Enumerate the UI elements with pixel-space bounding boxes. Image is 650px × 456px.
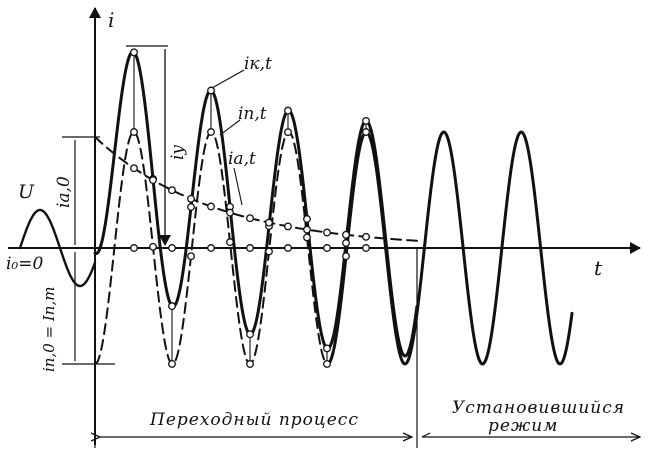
aperiodic-marker-8 — [265, 218, 273, 227]
total-current-marker-3 — [168, 302, 176, 311]
periodic-marker-10 — [303, 233, 311, 242]
aperiodic-initial-label: ia,0 — [54, 176, 74, 208]
periodic-marker-5 — [207, 128, 215, 136]
periodic-initial-label: iп,0 = Iп,m — [40, 286, 58, 372]
total-current-marker-13 — [362, 116, 370, 125]
aperiodic-marker-9 — [284, 222, 292, 231]
aperiodic-marker-12 — [342, 230, 350, 239]
total-current-marker-9 — [284, 106, 292, 115]
aperiodic-marker-4 — [187, 194, 195, 203]
aperiodic-marker-11 — [323, 228, 331, 237]
steady-caption-line2: режим — [488, 416, 559, 436]
transient-caption: Переходный процесс — [150, 410, 359, 430]
aperiodic-component-curve — [94, 136, 421, 242]
total-current-marker-7 — [246, 330, 254, 339]
steady-state-curve — [328, 130, 574, 366]
initial-current-label: i₀=0 — [6, 254, 44, 274]
periodic-marker-9 — [284, 128, 292, 137]
total-current-marker-11 — [323, 344, 331, 353]
aperiodic-marker-3 — [168, 186, 176, 195]
total-current-marker-1 — [130, 48, 138, 57]
aperiodic-marker-10 — [303, 225, 311, 234]
total-current-label: iк,t — [244, 54, 272, 74]
voltage-curve — [18, 208, 97, 288]
steady-start-tick — [421, 432, 431, 438]
aperiodic-marker-5 — [207, 202, 215, 211]
periodic-marker-11 — [323, 359, 331, 368]
y-axis-label: i — [108, 8, 115, 32]
periodic-marker-6 — [226, 238, 234, 247]
axis-marker-4 — [246, 244, 254, 252]
axis-marker-5 — [284, 244, 292, 252]
periodic-marker-12 — [342, 252, 350, 261]
total-current-marker-10 — [303, 215, 311, 223]
axis-marker-6 — [323, 244, 331, 252]
periodic-component-label: iп,t — [238, 104, 267, 124]
aperiodic-marker-1 — [130, 164, 138, 173]
periodic-marker-4 — [187, 252, 195, 261]
total-current-marker-5 — [207, 86, 215, 95]
axis-marker-3 — [207, 244, 215, 252]
periodic-marker-2 — [149, 242, 157, 251]
steady-caption-line1: Установившийся — [452, 398, 626, 418]
ipt-leader — [219, 119, 241, 136]
voltage-label: U — [18, 181, 35, 203]
aperiodic-marker-7 — [246, 214, 254, 223]
total-current-curve — [93, 50, 419, 358]
total-current-marker-12 — [342, 239, 350, 247]
iat-leader — [233, 167, 243, 206]
x-axis-label: t — [594, 256, 603, 280]
axis-marker-2 — [168, 244, 176, 252]
periodic-marker-13 — [362, 128, 370, 136]
shock-current-label: iу — [168, 144, 188, 160]
aperiodic-marker-2 — [149, 176, 157, 185]
total-current-marker-4 — [187, 203, 195, 211]
axis-marker-1 — [130, 244, 138, 252]
periodic-marker-3 — [168, 359, 176, 368]
periodic-marker-7 — [246, 360, 254, 368]
axis-marker-7 — [362, 244, 370, 252]
aperiodic-marker-6 — [226, 208, 234, 217]
curves-group — [18, 50, 574, 366]
ikt-leader — [211, 69, 245, 89]
periodic-marker-8 — [265, 247, 273, 256]
periodic-marker-1 — [130, 128, 138, 136]
aperiodic-component-label: ia,t — [228, 149, 256, 169]
aperiodic-marker-13 — [362, 232, 370, 241]
markers-group — [130, 48, 370, 368]
